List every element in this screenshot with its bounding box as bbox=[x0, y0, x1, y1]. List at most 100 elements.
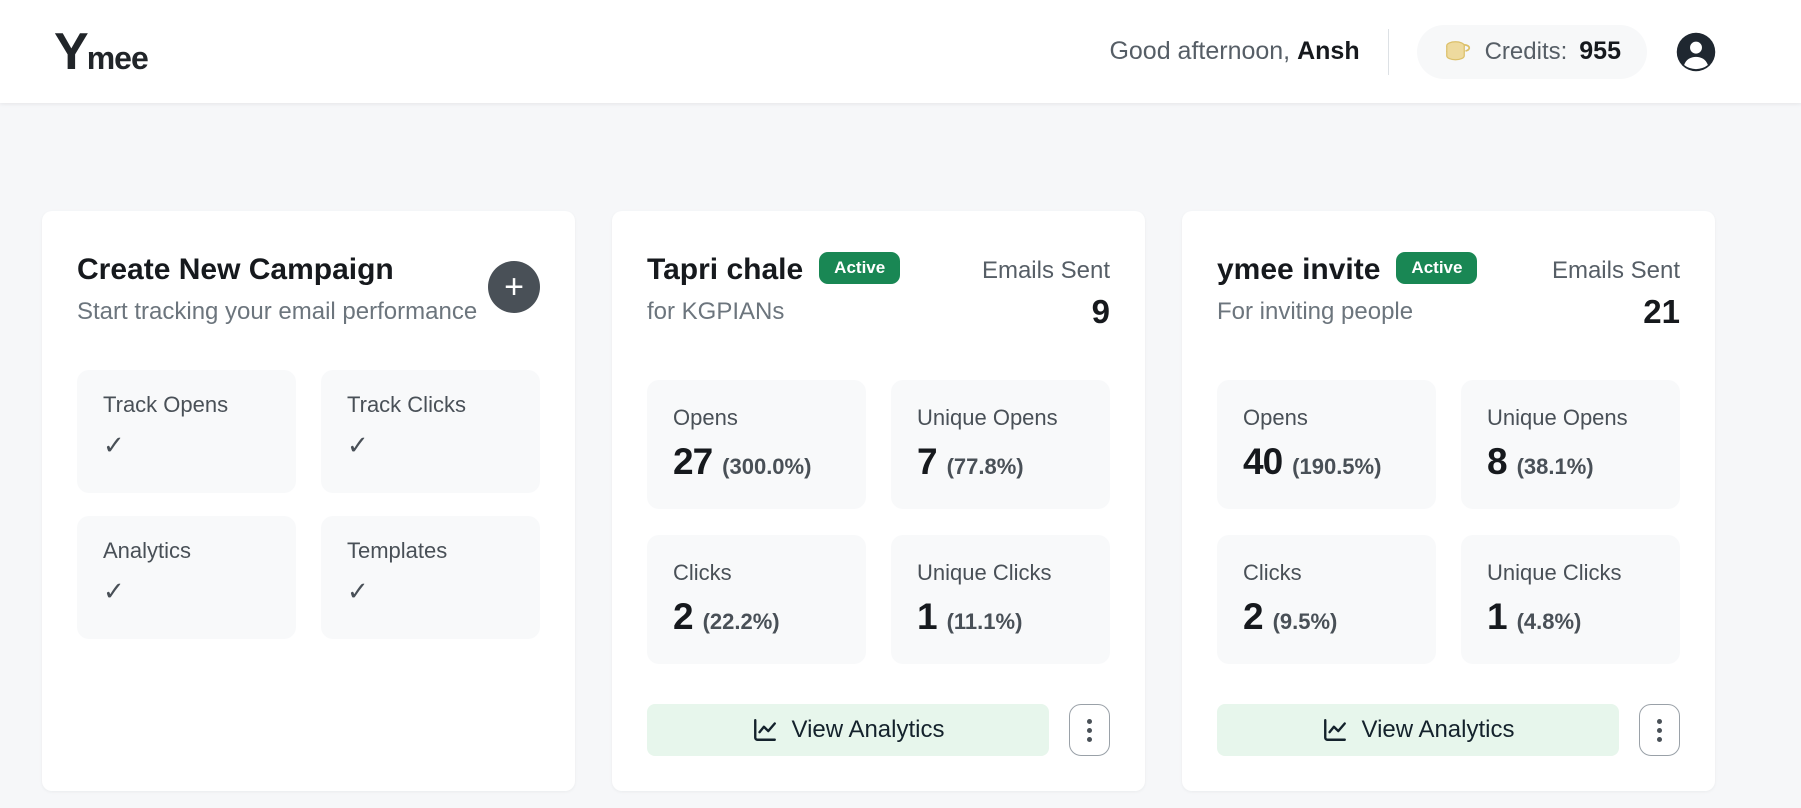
credits-value: 955 bbox=[1579, 37, 1621, 65]
stat-value: 27 bbox=[673, 441, 713, 482]
stats-grid: Opens 40 (190.5%) Unique Opens 8 (38.1%)… bbox=[1217, 380, 1680, 664]
create-campaign-card: Create New Campaign Start tracking your … bbox=[42, 211, 575, 791]
stat-value: 1 bbox=[1487, 596, 1508, 637]
stat-value: 7 bbox=[917, 441, 938, 482]
stat-clicks: Clicks 2 (9.5%) bbox=[1217, 535, 1436, 664]
feature-track-opens: Track Opens ✓ bbox=[77, 369, 296, 493]
emails-sent-label: Emails Sent bbox=[981, 257, 1110, 284]
create-card-header: Create New Campaign Start tracking your … bbox=[77, 253, 540, 326]
coins-icon bbox=[1445, 40, 1470, 60]
stat-label: Clicks bbox=[1243, 560, 1302, 585]
stat-opens: Opens 40 (190.5%) bbox=[1217, 380, 1436, 509]
feature-analytics: Analytics ✓ bbox=[77, 515, 296, 639]
plus-icon: + bbox=[504, 268, 524, 306]
emails-sent-block: Emails Sent 9 bbox=[982, 253, 1110, 331]
logo-letter: Y bbox=[54, 22, 89, 81]
campaign-title-row: Tapri chale Active bbox=[647, 252, 901, 288]
campaign-menu-button[interactable] bbox=[1639, 704, 1680, 756]
stat-unique-opens: Unique Opens 8 (38.1%) bbox=[1461, 380, 1680, 509]
line-chart-icon bbox=[753, 719, 776, 741]
campaign-description: for KGPIANs bbox=[647, 297, 785, 325]
stat-value: 40 bbox=[1243, 441, 1283, 482]
check-icon: ✓ bbox=[347, 429, 369, 460]
stat-value: 2 bbox=[1243, 596, 1264, 637]
kebab-dot bbox=[1087, 727, 1092, 733]
stat-percent: (38.1%) bbox=[1516, 454, 1594, 479]
stat-label: Unique Opens bbox=[1487, 405, 1628, 430]
kebab-dot bbox=[1657, 736, 1662, 742]
check-icon: ✓ bbox=[103, 429, 125, 460]
stat-value: 8 bbox=[1487, 441, 1508, 482]
emails-sent-block: Emails Sent 21 bbox=[1552, 253, 1680, 331]
logo-text: mee bbox=[86, 39, 149, 76]
line-chart-icon bbox=[1323, 719, 1346, 741]
feature-label: Track Opens bbox=[103, 391, 229, 417]
kebab-dot bbox=[1087, 718, 1092, 724]
stat-label: Opens bbox=[673, 405, 738, 430]
header-right: Good afternoon, Ansh Credits: 955 bbox=[1109, 24, 1717, 79]
check-icon: ✓ bbox=[347, 575, 369, 606]
stat-percent: (4.8%) bbox=[1516, 609, 1582, 634]
stat-label: Unique Opens bbox=[917, 405, 1058, 430]
stat-label: Unique Clicks bbox=[917, 560, 1052, 585]
stat-value: 1 bbox=[917, 596, 938, 637]
user-name: Ansh bbox=[1297, 37, 1360, 65]
create-campaign-button[interactable]: + bbox=[488, 261, 540, 313]
view-analytics-button[interactable]: View Analytics bbox=[1217, 704, 1619, 756]
campaign-menu-button[interactable] bbox=[1069, 704, 1110, 756]
feature-grid: Track Opens ✓ Track Clicks ✓ Analytics ✓… bbox=[77, 369, 540, 639]
stat-percent: (300.0%) bbox=[722, 454, 812, 479]
stat-opens: Opens 27 (300.0%) bbox=[647, 380, 866, 509]
kebab-dot bbox=[1087, 736, 1092, 742]
feature-templates: Templates ✓ bbox=[321, 515, 540, 639]
campaign-header: Tapri chale Active for KGPIANs Emails Se… bbox=[647, 252, 1110, 331]
stat-percent: (9.5%) bbox=[1272, 609, 1338, 634]
stat-percent: (77.8%) bbox=[946, 454, 1024, 479]
emails-sent-value: 21 bbox=[1643, 293, 1680, 330]
campaign-title-row: ymee invite Active bbox=[1217, 252, 1478, 288]
view-analytics-button[interactable]: View Analytics bbox=[647, 704, 1049, 756]
credits-pill[interactable]: Credits: 955 bbox=[1416, 24, 1647, 79]
stats-grid: Opens 27 (300.0%) Unique Opens 7 (77.8%)… bbox=[647, 380, 1110, 664]
stat-percent: (190.5%) bbox=[1292, 454, 1382, 479]
stat-value: 2 bbox=[673, 596, 694, 637]
stat-unique-clicks: Unique Clicks 1 (11.1%) bbox=[891, 535, 1110, 664]
kebab-dot bbox=[1657, 727, 1662, 733]
stat-label: Clicks bbox=[673, 560, 732, 585]
campaign-description: For inviting people bbox=[1217, 297, 1414, 325]
campaign-name: Tapri chale bbox=[647, 253, 804, 286]
campaign-name: ymee invite bbox=[1217, 253, 1381, 286]
view-analytics-label: View Analytics bbox=[1361, 716, 1515, 743]
campaign-titles: Tapri chale Active for KGPIANs bbox=[647, 252, 901, 326]
stat-percent: (22.2%) bbox=[702, 609, 780, 634]
user-avatar-button[interactable] bbox=[1675, 31, 1717, 73]
stat-unique-opens: Unique Opens 7 (77.8%) bbox=[891, 380, 1110, 509]
header-divider bbox=[1387, 28, 1389, 75]
kebab-dot bbox=[1657, 718, 1662, 724]
campaign-footer: View Analytics bbox=[1217, 704, 1680, 756]
stat-label: Unique Clicks bbox=[1487, 560, 1622, 585]
campaign-header: ymee invite Active For inviting people E… bbox=[1217, 252, 1680, 331]
feature-label: Track Clicks bbox=[347, 391, 466, 417]
check-icon: ✓ bbox=[103, 575, 125, 606]
view-analytics-label: View Analytics bbox=[791, 716, 945, 743]
credits-label: Credits: bbox=[1484, 37, 1568, 65]
create-card-title: Create New Campaign bbox=[77, 253, 394, 286]
status-badge: Active bbox=[819, 252, 901, 285]
stat-clicks: Clicks 2 (22.2%) bbox=[647, 535, 866, 664]
emails-sent-value: 9 bbox=[1091, 293, 1110, 330]
campaign-footer: View Analytics bbox=[647, 704, 1110, 756]
greeting-label: Good afternoon, bbox=[1109, 37, 1291, 65]
create-card-subtitle: Start tracking your email performance bbox=[77, 297, 478, 325]
status-badge: Active bbox=[1396, 252, 1478, 285]
feature-track-clicks: Track Clicks ✓ bbox=[321, 369, 540, 493]
campaign-titles: ymee invite Active For inviting people bbox=[1217, 252, 1478, 326]
emails-sent-label: Emails Sent bbox=[1551, 257, 1680, 284]
feature-label: Templates bbox=[347, 537, 448, 563]
stat-label: Opens bbox=[1243, 405, 1308, 430]
campaigns-row: Create New Campaign Start tracking your … bbox=[0, 103, 1801, 791]
feature-label: Analytics bbox=[103, 537, 192, 563]
campaign-card-tapri-chale: Tapri chale Active for KGPIANs Emails Se… bbox=[612, 211, 1145, 791]
